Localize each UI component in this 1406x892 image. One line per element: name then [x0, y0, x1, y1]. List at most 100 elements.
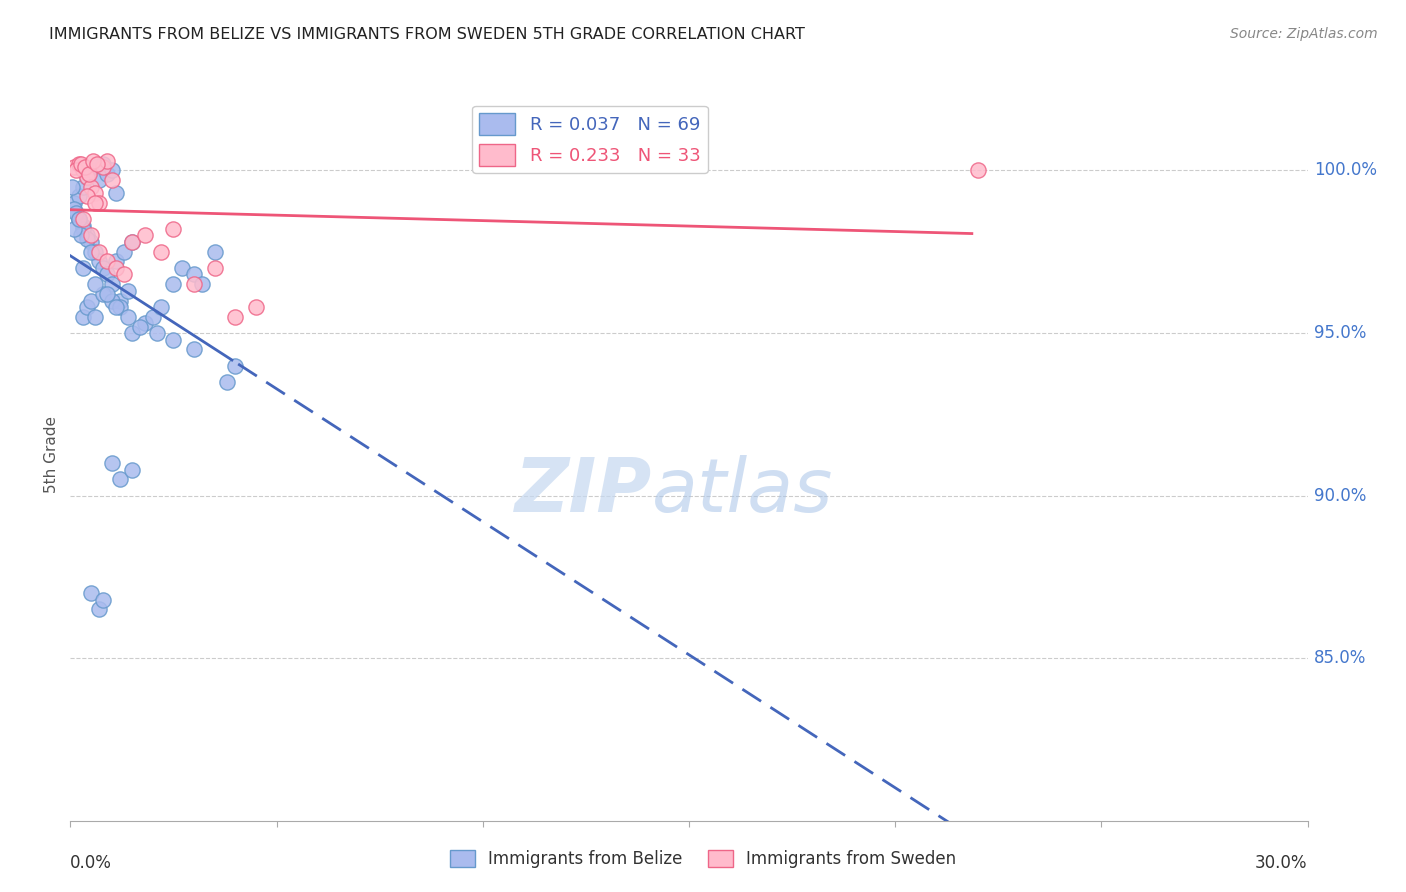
- Point: [134, 316, 156, 330]
- Point: [80, 179, 103, 194]
- Point: [204, 260, 226, 275]
- Point: [89, 196, 111, 211]
- Point: [117, 284, 139, 298]
- Point: [63, 202, 86, 217]
- Point: [80, 586, 103, 600]
- Point: [84, 196, 107, 211]
- Text: IMMIGRANTS FROM BELIZE VS IMMIGRANTS FROM SWEDEN 5TH GRADE CORRELATION CHART: IMMIGRANTS FROM BELIZE VS IMMIGRANTS FRO…: [49, 27, 806, 42]
- Point: [76, 169, 98, 184]
- Point: [100, 277, 122, 292]
- Point: [96, 287, 118, 301]
- Point: [96, 153, 118, 168]
- Point: [72, 260, 94, 275]
- Legend: Immigrants from Belize, Immigrants from Sweden: Immigrants from Belize, Immigrants from …: [443, 843, 963, 875]
- Point: [76, 228, 98, 243]
- Point: [121, 326, 143, 340]
- Point: [104, 186, 127, 201]
- Legend: R = 0.037   N = 69, R = 0.233   N = 33: R = 0.037 N = 69, R = 0.233 N = 33: [472, 105, 707, 173]
- Point: [80, 163, 103, 178]
- Point: [77, 167, 100, 181]
- Text: ZIP: ZIP: [515, 455, 652, 528]
- Point: [100, 293, 122, 308]
- Point: [183, 268, 205, 282]
- Point: [84, 244, 107, 259]
- Point: [91, 160, 114, 174]
- Point: [224, 310, 246, 324]
- Text: atlas: atlas: [652, 456, 834, 527]
- Point: [183, 343, 205, 357]
- Point: [89, 244, 111, 259]
- Point: [162, 333, 184, 347]
- Text: 95.0%: 95.0%: [1313, 324, 1367, 342]
- Point: [89, 602, 111, 616]
- Point: [63, 196, 86, 211]
- Point: [966, 163, 988, 178]
- Point: [129, 319, 152, 334]
- Point: [63, 222, 86, 236]
- Point: [72, 212, 94, 227]
- Point: [84, 277, 107, 292]
- Point: [162, 277, 184, 292]
- Point: [112, 244, 135, 259]
- Point: [100, 456, 122, 470]
- Text: 100.0%: 100.0%: [1313, 161, 1376, 179]
- Point: [91, 260, 114, 275]
- Point: [96, 254, 118, 268]
- Point: [170, 260, 193, 275]
- Point: [104, 254, 127, 268]
- Point: [73, 160, 96, 174]
- Point: [80, 228, 103, 243]
- Point: [224, 359, 246, 373]
- Y-axis label: 5th Grade: 5th Grade: [44, 417, 59, 493]
- Point: [91, 287, 114, 301]
- Point: [84, 160, 107, 174]
- Point: [104, 300, 127, 314]
- Point: [191, 277, 214, 292]
- Point: [134, 228, 156, 243]
- Point: [245, 300, 267, 314]
- Point: [162, 222, 184, 236]
- Point: [150, 244, 173, 259]
- Text: 85.0%: 85.0%: [1313, 649, 1367, 667]
- Point: [150, 300, 173, 314]
- Point: [108, 293, 131, 308]
- Point: [80, 244, 103, 259]
- Point: [100, 163, 122, 178]
- Point: [100, 173, 122, 187]
- Point: [82, 153, 104, 168]
- Text: Source: ZipAtlas.com: Source: ZipAtlas.com: [1230, 27, 1378, 41]
- Text: 0.0%: 0.0%: [70, 854, 112, 871]
- Point: [108, 472, 131, 486]
- Point: [72, 310, 94, 324]
- Point: [67, 212, 90, 227]
- Point: [108, 300, 131, 314]
- Point: [142, 310, 165, 324]
- Point: [69, 157, 91, 171]
- Point: [84, 310, 107, 324]
- Point: [215, 375, 238, 389]
- Point: [183, 277, 205, 292]
- Point: [96, 167, 118, 181]
- Point: [67, 212, 90, 227]
- Point: [96, 268, 118, 282]
- Point: [60, 179, 83, 194]
- Point: [146, 326, 169, 340]
- Point: [72, 179, 94, 194]
- Point: [121, 235, 143, 249]
- Point: [80, 235, 103, 249]
- Point: [67, 189, 90, 203]
- Point: [76, 189, 98, 203]
- Point: [69, 228, 91, 243]
- Point: [80, 293, 103, 308]
- Point: [121, 462, 143, 476]
- Point: [76, 300, 98, 314]
- Point: [67, 157, 90, 171]
- Point: [204, 244, 226, 259]
- Point: [76, 169, 98, 184]
- Text: 30.0%: 30.0%: [1256, 854, 1308, 871]
- Point: [72, 222, 94, 236]
- Text: 90.0%: 90.0%: [1313, 486, 1367, 505]
- Point: [84, 186, 107, 201]
- Point: [91, 592, 114, 607]
- Point: [65, 163, 87, 178]
